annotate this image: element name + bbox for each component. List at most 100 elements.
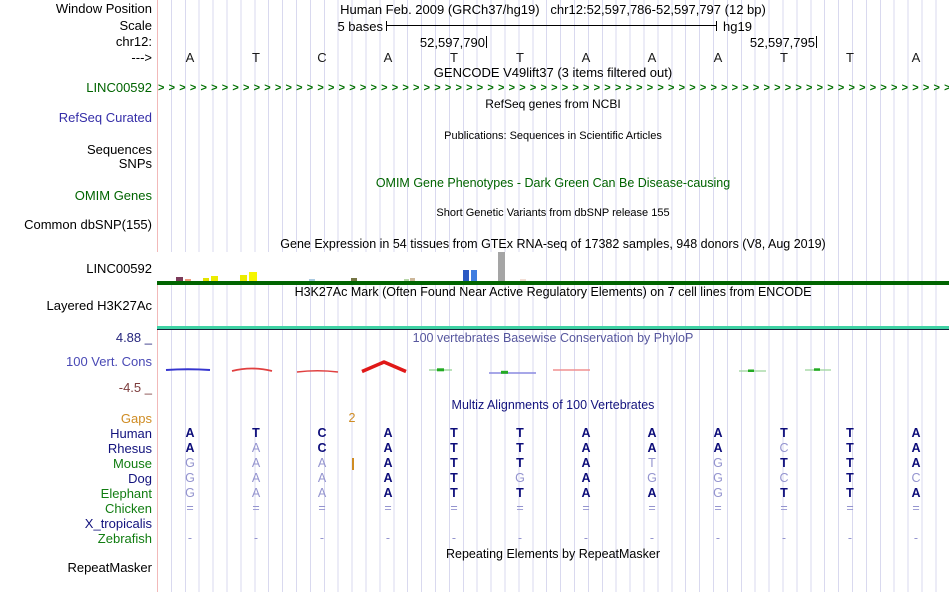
gencode-gene-arrows[interactable]: >>>>>>>>>>>>>>>>>>>>>>>>>>>>>>>>>>>>>>>>… bbox=[158, 82, 949, 94]
gtex-expression-bar[interactable] bbox=[203, 278, 209, 281]
alignment-base-mouse: T bbox=[450, 455, 458, 470]
alignment-base-human: A bbox=[581, 425, 591, 440]
dna-base: C bbox=[317, 50, 327, 65]
track-title-refseq-genes-from-ncbi[interactable]: RefSeq genes from NCBI bbox=[485, 97, 621, 111]
species-label-human[interactable]: Human bbox=[110, 425, 152, 441]
track-title-repeating-elements-by-repeatmasker[interactable]: Repeating Elements by RepeatMasker bbox=[445, 547, 660, 561]
scale-ruler-left-tick bbox=[386, 21, 387, 31]
alignment-base-rhesus: T bbox=[450, 440, 458, 455]
alignment-insertion-tick bbox=[352, 457, 354, 470]
track-label-omim-genes[interactable]: OMIM Genes bbox=[74, 188, 152, 203]
dna-base: A bbox=[383, 50, 393, 65]
alignment-base-chicken: = bbox=[186, 500, 194, 515]
gtex-expression-bar[interactable] bbox=[463, 270, 469, 281]
alignment-base-dog: G bbox=[185, 470, 195, 485]
species-label-dog[interactable]: Dog bbox=[128, 470, 152, 486]
track-label-refseq-curated[interactable]: RefSeq Curated bbox=[58, 110, 152, 125]
gtex-expression-bar[interactable] bbox=[471, 270, 477, 281]
gtex-expression-bar[interactable] bbox=[498, 252, 505, 281]
gtex-expression-bar[interactable] bbox=[249, 272, 257, 281]
species-label-chicken[interactable]: Chicken bbox=[105, 500, 152, 516]
alignment-base-mouse: T bbox=[648, 455, 656, 470]
alignment-base-elephant: G bbox=[713, 485, 723, 500]
gtex-gene-baseline[interactable] bbox=[157, 281, 949, 285]
h3k27ac-signal-line[interactable] bbox=[157, 326, 949, 329]
alignment-base-zebrafish: - bbox=[385, 530, 391, 545]
alignment-base-dog: G bbox=[713, 470, 723, 485]
track-label-window-position[interactable]: Window Position bbox=[55, 1, 152, 16]
window-left-edge-line bbox=[157, 0, 158, 592]
dna-base: T bbox=[846, 50, 854, 65]
track-title-multiz-alignments-of-100-vertebrates[interactable]: Multiz Alignments of 100 Vertebrates bbox=[451, 398, 655, 412]
phylop-conservation-wiggle[interactable] bbox=[157, 352, 949, 386]
track-label-100-vert-cons[interactable]: 100 Vert. Cons bbox=[66, 354, 152, 369]
track-label-scale[interactable]: Scale bbox=[119, 18, 152, 33]
alignment-base-chicken: = bbox=[912, 500, 920, 515]
alignment-base-dog: A bbox=[383, 470, 393, 485]
gtex-expression-bar[interactable] bbox=[404, 279, 409, 281]
alignment-gap-count: 2 bbox=[348, 411, 356, 425]
alignment-base-dog: T bbox=[846, 470, 854, 485]
track-title-publications-sequences-in-scientific-art[interactable]: Publications: Sequences in Scientific Ar… bbox=[444, 130, 662, 142]
position-tick-left bbox=[486, 36, 487, 48]
alignment-base-rhesus: T bbox=[846, 440, 854, 455]
alignment-base-mouse: G bbox=[185, 455, 195, 470]
alignment-base-human: C bbox=[317, 425, 327, 440]
track-label-sequences[interactable]: Sequences bbox=[86, 142, 152, 157]
gtex-expression-bar[interactable] bbox=[309, 279, 315, 281]
alignment-base-chicken: = bbox=[846, 500, 854, 515]
species-label-x-tropicalis[interactable]: X_tropicalis bbox=[84, 515, 152, 531]
alignment-base-human: T bbox=[252, 425, 260, 440]
dna-base: T bbox=[252, 50, 260, 65]
track-label-layered-h3k27ac[interactable]: Layered H3K27Ac bbox=[46, 298, 152, 313]
gtex-expression-bar[interactable] bbox=[410, 278, 415, 281]
gtex-expression-bar[interactable] bbox=[211, 276, 218, 281]
alignment-base-dog: G bbox=[647, 470, 657, 485]
track-title-h3k27ac-mark-often-found-near-active-reg[interactable]: H3K27Ac Mark (Often Found Near Active Re… bbox=[294, 285, 812, 299]
track-label-chr12[interactable]: chr12: bbox=[115, 34, 152, 49]
track-label-snps[interactable]: SNPs bbox=[118, 156, 152, 171]
track-title-gene-expression-in-54-tissues-from-gtex-[interactable]: Gene Expression in 54 tissues from GTEx … bbox=[280, 237, 826, 251]
alignment-base-dog: T bbox=[450, 470, 458, 485]
track-label-[interactable]: ---> bbox=[131, 50, 152, 65]
species-label-mouse[interactable]: Mouse bbox=[112, 455, 152, 471]
gtex-expression-bar[interactable] bbox=[240, 275, 247, 281]
conservation-tick bbox=[814, 368, 820, 371]
track-title-100-vertebrates-basewise-conservation-by[interactable]: 100 vertebrates Basewise Conservation by… bbox=[412, 331, 694, 345]
track-title-omim-gene-phenotypes-dark-green-can-be-d[interactable]: OMIM Gene Phenotypes - Dark Green Can Be… bbox=[375, 176, 731, 190]
alignment-base-rhesus: A bbox=[383, 440, 393, 455]
gtex-expression-bar[interactable] bbox=[520, 279, 526, 281]
alignment-base-rhesus: A bbox=[251, 440, 261, 455]
alignment-base-dog: G bbox=[515, 470, 525, 485]
dna-base: T bbox=[450, 50, 458, 65]
dna-base: A bbox=[581, 50, 591, 65]
position-label-left: 52,597,790 bbox=[419, 35, 485, 50]
alignment-base-rhesus: A bbox=[581, 440, 591, 455]
alignment-base-zebrafish: - bbox=[847, 530, 853, 545]
track-label-repeatmasker[interactable]: RepeatMasker bbox=[67, 560, 152, 575]
species-label-rhesus[interactable]: Rhesus bbox=[107, 440, 152, 456]
alignment-base-human: T bbox=[450, 425, 458, 440]
gtex-expression-bar[interactable] bbox=[351, 278, 357, 281]
track-label-common-dbsnp-155[interactable]: Common dbSNP(155) bbox=[24, 217, 152, 232]
alignment-base-zebrafish: - bbox=[451, 530, 457, 545]
track-title-gencode-v49lift37-3-items-filtered-out[interactable]: GENCODE V49lift37 (3 items filtered out) bbox=[433, 65, 673, 80]
conservation-tick bbox=[437, 368, 444, 372]
species-label-zebrafish[interactable]: Zebrafish bbox=[97, 530, 152, 546]
alignment-base-zebrafish: - bbox=[517, 530, 523, 545]
alignment-base-dog: A bbox=[317, 470, 327, 485]
conservation-segment bbox=[231, 367, 273, 372]
track-label-linc00592[interactable]: LINC00592 bbox=[86, 80, 152, 95]
track-title-short-genetic-variants-from-dbsnp-releas[interactable]: Short Genetic Variants from dbSNP releas… bbox=[436, 207, 670, 219]
gtex-expression-bar[interactable] bbox=[185, 279, 191, 281]
track-label-4-5[interactable]: -4.5 _ bbox=[118, 380, 152, 395]
track-label-linc00592[interactable]: LINC00592 bbox=[86, 261, 152, 276]
alignment-base-rhesus: T bbox=[516, 440, 524, 455]
species-label-elephant[interactable]: Elephant bbox=[100, 485, 152, 501]
track-label-4-88[interactable]: 4.88 _ bbox=[115, 330, 152, 345]
alignment-base-elephant: A bbox=[911, 485, 921, 500]
alignment-base-dog: C bbox=[779, 470, 789, 485]
gtex-expression-bar[interactable] bbox=[176, 277, 183, 281]
alignment-base-chicken: = bbox=[384, 500, 392, 515]
species-label-gaps[interactable]: Gaps bbox=[120, 411, 152, 426]
